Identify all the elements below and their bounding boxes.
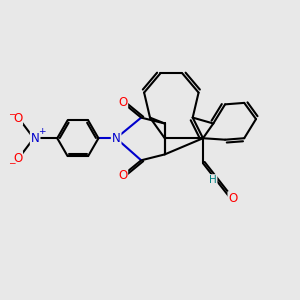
Text: O: O (13, 152, 22, 165)
Text: −: − (8, 158, 15, 167)
Text: N: N (31, 132, 40, 145)
Text: O: O (118, 169, 127, 182)
Text: O: O (228, 192, 238, 205)
Text: −: − (8, 110, 15, 118)
Text: +: + (38, 127, 46, 136)
Text: N: N (112, 132, 121, 145)
Text: H: H (209, 175, 217, 185)
Text: O: O (13, 112, 22, 125)
Text: O: O (118, 96, 127, 110)
